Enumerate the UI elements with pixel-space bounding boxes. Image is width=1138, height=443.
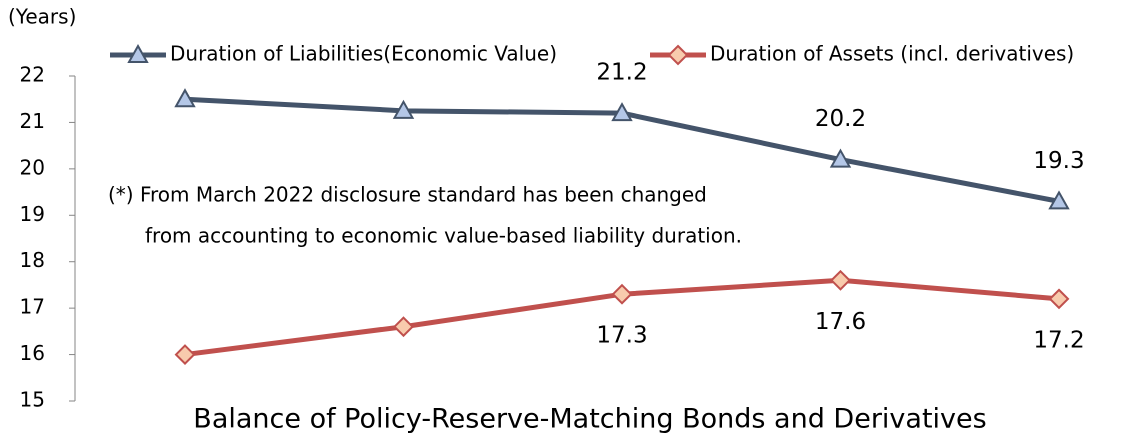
x-axis-label: Balance of Policy-Reserve-Matching Bonds… <box>193 404 986 435</box>
marker <box>611 283 633 305</box>
legend-label: Duration of Liabilities(Economic Value) <box>170 42 557 66</box>
marker <box>829 148 852 168</box>
data-label: 20.2 <box>815 106 866 132</box>
marker <box>611 102 633 122</box>
marker <box>393 316 414 338</box>
marker <box>392 99 415 119</box>
y-tick-label: 18 <box>20 248 45 272</box>
marker <box>830 269 851 291</box>
marker <box>174 88 196 108</box>
y-tick-label: 22 <box>20 63 45 87</box>
y-axis-label: (Years) <box>8 5 76 29</box>
data-label: 19.3 <box>1033 148 1084 174</box>
legend-label: Duration of Assets (incl. derivatives) <box>710 42 1074 66</box>
legend-marker <box>667 44 689 66</box>
data-label: 17.6 <box>815 309 866 335</box>
y-tick-label: 21 <box>20 109 45 133</box>
annotation: (*) From March 2022 disclosure standard … <box>108 183 707 207</box>
annotation: from accounting to economic value-based … <box>145 224 742 248</box>
y-tick-label: 17 <box>20 295 45 319</box>
data-label: 17.2 <box>1033 327 1084 353</box>
marker <box>1048 288 1070 310</box>
y-tick-label: 20 <box>20 155 45 179</box>
legend-marker <box>127 43 149 63</box>
marker <box>1048 190 1070 210</box>
y-tick-label: 19 <box>20 202 45 226</box>
y-tick-label: 15 <box>20 388 45 412</box>
data-label: 21.2 <box>596 60 647 86</box>
y-tick-label: 16 <box>20 341 45 365</box>
data-label: 17.3 <box>596 323 647 349</box>
marker <box>174 344 196 365</box>
